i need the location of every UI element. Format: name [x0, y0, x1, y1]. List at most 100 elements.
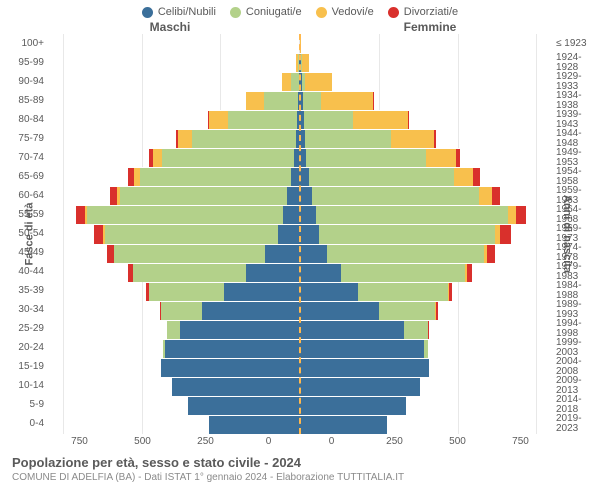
yaxis-right-tick: 1994-1998: [556, 320, 600, 339]
bar-segment-married: [228, 110, 297, 129]
bar-segment-married: [303, 91, 322, 110]
bar-segment-married: [162, 148, 294, 167]
xaxis-tick: 750: [48, 436, 111, 447]
bar-segment-divorced: [456, 148, 460, 167]
bar-segment-divorced: [107, 244, 114, 263]
gender-labels: Maschi Femmine: [0, 20, 600, 34]
legend-item: Divorziati/e: [388, 6, 458, 18]
bar-segment-widowed: [391, 129, 434, 148]
bar-segment-married: [309, 167, 454, 186]
bar-segment-single: [161, 358, 300, 377]
bar-segment-widowed: [321, 91, 373, 110]
bar-row: [48, 205, 300, 224]
yaxis-left-tick: 30-34: [18, 301, 44, 320]
chart-title: Popolazione per età, sesso e stato civil…: [12, 455, 588, 470]
bar-row: [300, 205, 552, 224]
yaxis-right-tick: ≤ 1923: [556, 34, 587, 53]
bar-segment-single: [300, 224, 319, 243]
xaxis-tick: 250: [174, 436, 237, 447]
bar-segment-married: [167, 320, 180, 339]
bar-segment-married: [149, 282, 225, 301]
bar-segment-widowed: [353, 110, 408, 129]
yaxis-right-tick: 1939-1943: [556, 110, 600, 129]
xaxis-tick: 0: [300, 436, 363, 447]
bar-row: [300, 91, 552, 110]
males-label: Maschi: [0, 20, 300, 34]
yaxis-right-tick: 1984-1988: [556, 282, 600, 301]
yaxis-left-tick: 100+: [21, 34, 44, 53]
bar-segment-divorced: [516, 205, 526, 224]
bar-row: [48, 167, 300, 186]
bar-row: [48, 91, 300, 110]
yaxis-left-tick: 35-39: [18, 282, 44, 301]
bar-row: [300, 110, 552, 129]
xaxis: 0250500750 0250500750: [48, 436, 552, 447]
bar-segment-married: [379, 301, 436, 320]
bar-segment-widowed: [426, 148, 456, 167]
pyramid-chart: Fasce di età Anni di nascita 100+95-9990…: [0, 34, 600, 434]
yaxis-left-tick: 15-19: [18, 358, 44, 377]
yaxis-left-tick: 25-29: [18, 320, 44, 339]
bar-segment-widowed: [153, 148, 162, 167]
bar-segment-divorced: [428, 320, 429, 339]
yaxis-right-tick: 1949-1953: [556, 148, 600, 167]
females-half: [300, 34, 552, 434]
bar-row: [300, 244, 552, 263]
bar-row: [300, 129, 552, 148]
bar-segment-single: [246, 263, 300, 282]
bar-segment-widowed: [246, 91, 263, 110]
bar-segment-single: [300, 244, 327, 263]
bar-segment-divorced: [373, 91, 374, 110]
bar-segment-married: [133, 263, 246, 282]
bar-row: [300, 263, 552, 282]
bar-row: [48, 186, 300, 205]
bar-segment-single: [300, 186, 312, 205]
yaxis-right-tick: 1989-1993: [556, 301, 600, 320]
bar-segment-married: [192, 129, 296, 148]
legend-swatch: [142, 7, 153, 18]
bar-row: [48, 110, 300, 129]
xaxis-tick: 250: [363, 436, 426, 447]
bar-segment-widowed: [454, 167, 474, 186]
bar-row: [300, 282, 552, 301]
bar-row: [300, 72, 552, 91]
bar-segment-married: [404, 320, 428, 339]
bar-segment-single: [283, 205, 300, 224]
bar-row: [300, 167, 552, 186]
bar-segment-divorced: [436, 301, 438, 320]
bar-segment-single: [278, 224, 300, 243]
bar-segment-single: [300, 358, 429, 377]
center-axis-line: [299, 34, 301, 434]
bar-segment-single: [224, 282, 300, 301]
footer: Popolazione per età, sesso e stato civil…: [0, 447, 600, 483]
bar-row: [48, 320, 300, 339]
bar-row: [48, 301, 300, 320]
bar-segment-single: [188, 396, 300, 415]
bar-row: [300, 377, 552, 396]
yaxis-right-tick: 1929-1933: [556, 72, 600, 91]
bar-row: [300, 358, 552, 377]
bar-segment-divorced: [467, 263, 473, 282]
yaxis-left-tick: 90-94: [18, 72, 44, 91]
bar-row: [300, 53, 552, 72]
bar-segment-married: [304, 110, 353, 129]
bar-segment-single: [300, 415, 387, 434]
bar-segment-married: [424, 339, 428, 358]
females-label: Femmine: [300, 20, 600, 34]
bar-segment-married: [140, 167, 291, 186]
yaxis-left-tick: 70-74: [18, 148, 44, 167]
bar-row: [48, 282, 300, 301]
bar-segment-widowed: [479, 186, 492, 205]
bar-row: [48, 34, 300, 53]
bar-segment-single: [172, 377, 300, 396]
yaxis-right-tick: 1999-2003: [556, 339, 600, 358]
bar-row: [48, 339, 300, 358]
legend-swatch: [230, 7, 241, 18]
bar-segment-widowed: [178, 129, 192, 148]
yaxis-left-tick: 10-14: [18, 377, 44, 396]
bar-segment-widowed: [282, 72, 291, 91]
bar-segment-single: [300, 301, 379, 320]
bar-row: [300, 301, 552, 320]
legend-label: Coniugati/e: [246, 6, 302, 18]
yaxis-right-tick: 2009-2013: [556, 377, 600, 396]
